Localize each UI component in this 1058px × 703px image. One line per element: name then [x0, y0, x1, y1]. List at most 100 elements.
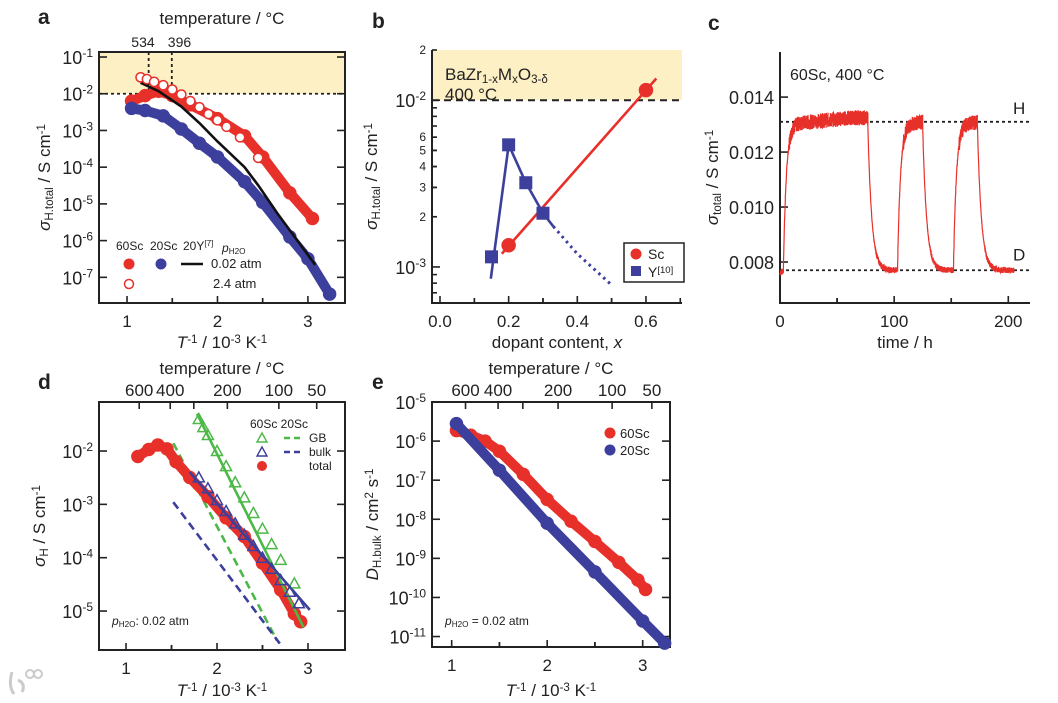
x-tick-label: 2 — [542, 656, 551, 675]
panel-label: e — [372, 371, 384, 394]
series-line — [552, 225, 613, 287]
legend: Sc Y[10] — [623, 242, 685, 283]
legend-label: GB — [309, 431, 326, 445]
top-axis-title: temperature / °C — [160, 9, 285, 28]
tick-base: 10 — [62, 602, 82, 622]
label-part: -1 — [516, 682, 526, 694]
x-tick-label: 0 — [775, 312, 784, 331]
label-part: M — [498, 65, 512, 84]
label-part: / 10 — [526, 681, 559, 700]
label-part: -1 — [586, 682, 596, 694]
legend-marker — [123, 278, 135, 290]
panel-label: b — [372, 10, 385, 33]
legend-label: 60Sc — [620, 426, 650, 441]
tick-exponent: -3 — [415, 256, 426, 270]
tick-exponent: -11 — [410, 626, 427, 640]
data-point — [237, 490, 252, 503]
tick-base: 0.014 — [729, 88, 774, 108]
data-point — [201, 489, 215, 504]
y-tick-label: 10-4 — [62, 547, 93, 569]
data-point — [519, 176, 533, 190]
data-point — [212, 114, 223, 126]
legend-header: pH2O — [221, 241, 245, 256]
label-part: H2O — [452, 620, 469, 629]
x-axis-title: dopant content, x — [492, 333, 623, 352]
legend-marker — [123, 258, 135, 270]
tick-base: 10 — [395, 510, 415, 530]
data-point — [203, 108, 214, 120]
label-part: 3-δ — [531, 74, 548, 86]
tick-base: 4 — [419, 160, 426, 174]
label-part: p — [111, 614, 119, 628]
tick-base: 10 — [395, 258, 415, 278]
top-tick-label: 534 — [131, 34, 155, 50]
data-point — [631, 573, 645, 587]
tick-exponent: -5 — [415, 391, 426, 405]
data-point — [484, 250, 498, 264]
tick-base: 0.012 — [729, 143, 774, 163]
data-point — [234, 131, 246, 143]
x-tick-label: 2 — [212, 659, 221, 678]
tick-exponent: -5 — [82, 193, 93, 207]
reference-label: H — [1013, 99, 1025, 118]
data-point — [138, 88, 152, 103]
label-part: T — [506, 681, 518, 700]
label-part: / S cm — [703, 140, 722, 193]
label-part: dopant content, — [492, 333, 614, 352]
tick-base: 10 — [62, 121, 82, 141]
label-part: σ — [703, 214, 722, 225]
legend-header: 60Sc — [116, 239, 143, 253]
data-point — [501, 237, 516, 253]
legend-header: 20Sc — [150, 239, 177, 253]
data-point — [492, 444, 507, 458]
top-tick-label: 50 — [307, 381, 326, 400]
legend-header: 20Y[7] — [183, 239, 213, 253]
legend-label: bulk — [309, 445, 332, 459]
data-point — [237, 175, 252, 189]
label-part: -1 — [364, 469, 376, 479]
temperature-annotation: 400 °C — [445, 85, 497, 104]
top-axis-title: temperature / °C — [489, 359, 614, 378]
tick-base: 6 — [419, 130, 426, 144]
top-tick-label: 50 — [642, 381, 661, 400]
tick-base: 10 — [395, 432, 415, 452]
y-axis-title: DH.bulk / cm2 s-1 — [363, 469, 384, 581]
tick-exponent: -6 — [82, 230, 93, 244]
label-part: -1 — [704, 130, 716, 140]
data-point — [283, 186, 297, 200]
data-point — [166, 84, 178, 95]
tick-exponent: -4 — [82, 547, 93, 561]
data-point — [588, 565, 602, 579]
y-tick-label: 10-3 — [62, 494, 93, 516]
y-axis-title: σH.total / S cm-1 — [362, 123, 383, 230]
label-part: T — [177, 681, 189, 700]
top-tick-label: 600 — [451, 381, 479, 400]
data-point — [255, 521, 270, 534]
x-axis-title: time / h — [877, 333, 933, 352]
tick-exponent: -2 — [415, 90, 426, 104]
data-point — [219, 459, 233, 472]
tick-base: 10 — [395, 471, 415, 491]
data-point — [196, 420, 211, 433]
data-point — [221, 121, 232, 133]
data-point — [124, 101, 139, 116]
top-tick-label: 200 — [544, 381, 572, 400]
legend-marker — [604, 444, 616, 456]
label-part: : 0.02 atm — [135, 614, 188, 628]
tick-exponent: -6 — [415, 430, 426, 444]
y-tick-label: 0.010 — [729, 198, 774, 218]
data-point — [237, 527, 252, 540]
y-tick-label: 10-10 — [389, 587, 427, 609]
data-point — [174, 122, 189, 136]
tick-base: 3 — [419, 180, 426, 194]
y-tick-label: 0.008 — [729, 253, 774, 273]
data-point — [157, 79, 169, 91]
label-part: H.total — [44, 187, 56, 220]
top-tick-label: 100 — [265, 381, 293, 400]
x-tick-label: 0.2 — [497, 312, 521, 331]
tick-base: 10 — [62, 495, 82, 515]
data-point — [322, 287, 337, 301]
